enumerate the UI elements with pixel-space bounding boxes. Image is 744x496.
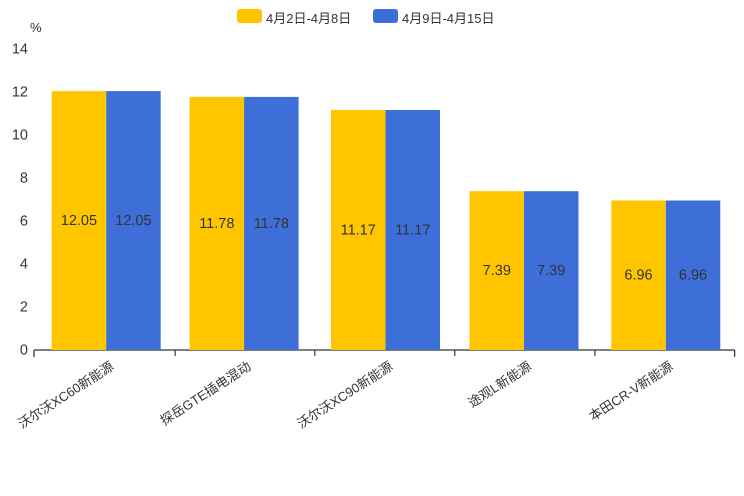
svg-text:14: 14 xyxy=(12,42,28,58)
svg-text:11.78: 11.78 xyxy=(254,216,289,232)
svg-text:7.39: 7.39 xyxy=(483,263,511,279)
svg-text:11.17: 11.17 xyxy=(341,223,376,239)
svg-text:0: 0 xyxy=(20,343,28,359)
svg-text:12.05: 12.05 xyxy=(61,213,97,229)
svg-text:11.78: 11.78 xyxy=(199,216,234,232)
svg-text:2: 2 xyxy=(20,300,28,316)
svg-text:6.96: 6.96 xyxy=(624,268,652,284)
svg-text:6: 6 xyxy=(20,214,28,230)
svg-text:7.39: 7.39 xyxy=(537,263,565,279)
svg-text:12: 12 xyxy=(12,85,28,101)
svg-text:12.05: 12.05 xyxy=(115,213,151,229)
svg-text:11.17: 11.17 xyxy=(395,223,430,239)
svg-text:4: 4 xyxy=(20,257,28,273)
svg-text:6.96: 6.96 xyxy=(679,268,707,284)
svg-text:8: 8 xyxy=(20,171,28,187)
svg-text:10: 10 xyxy=(12,128,28,144)
